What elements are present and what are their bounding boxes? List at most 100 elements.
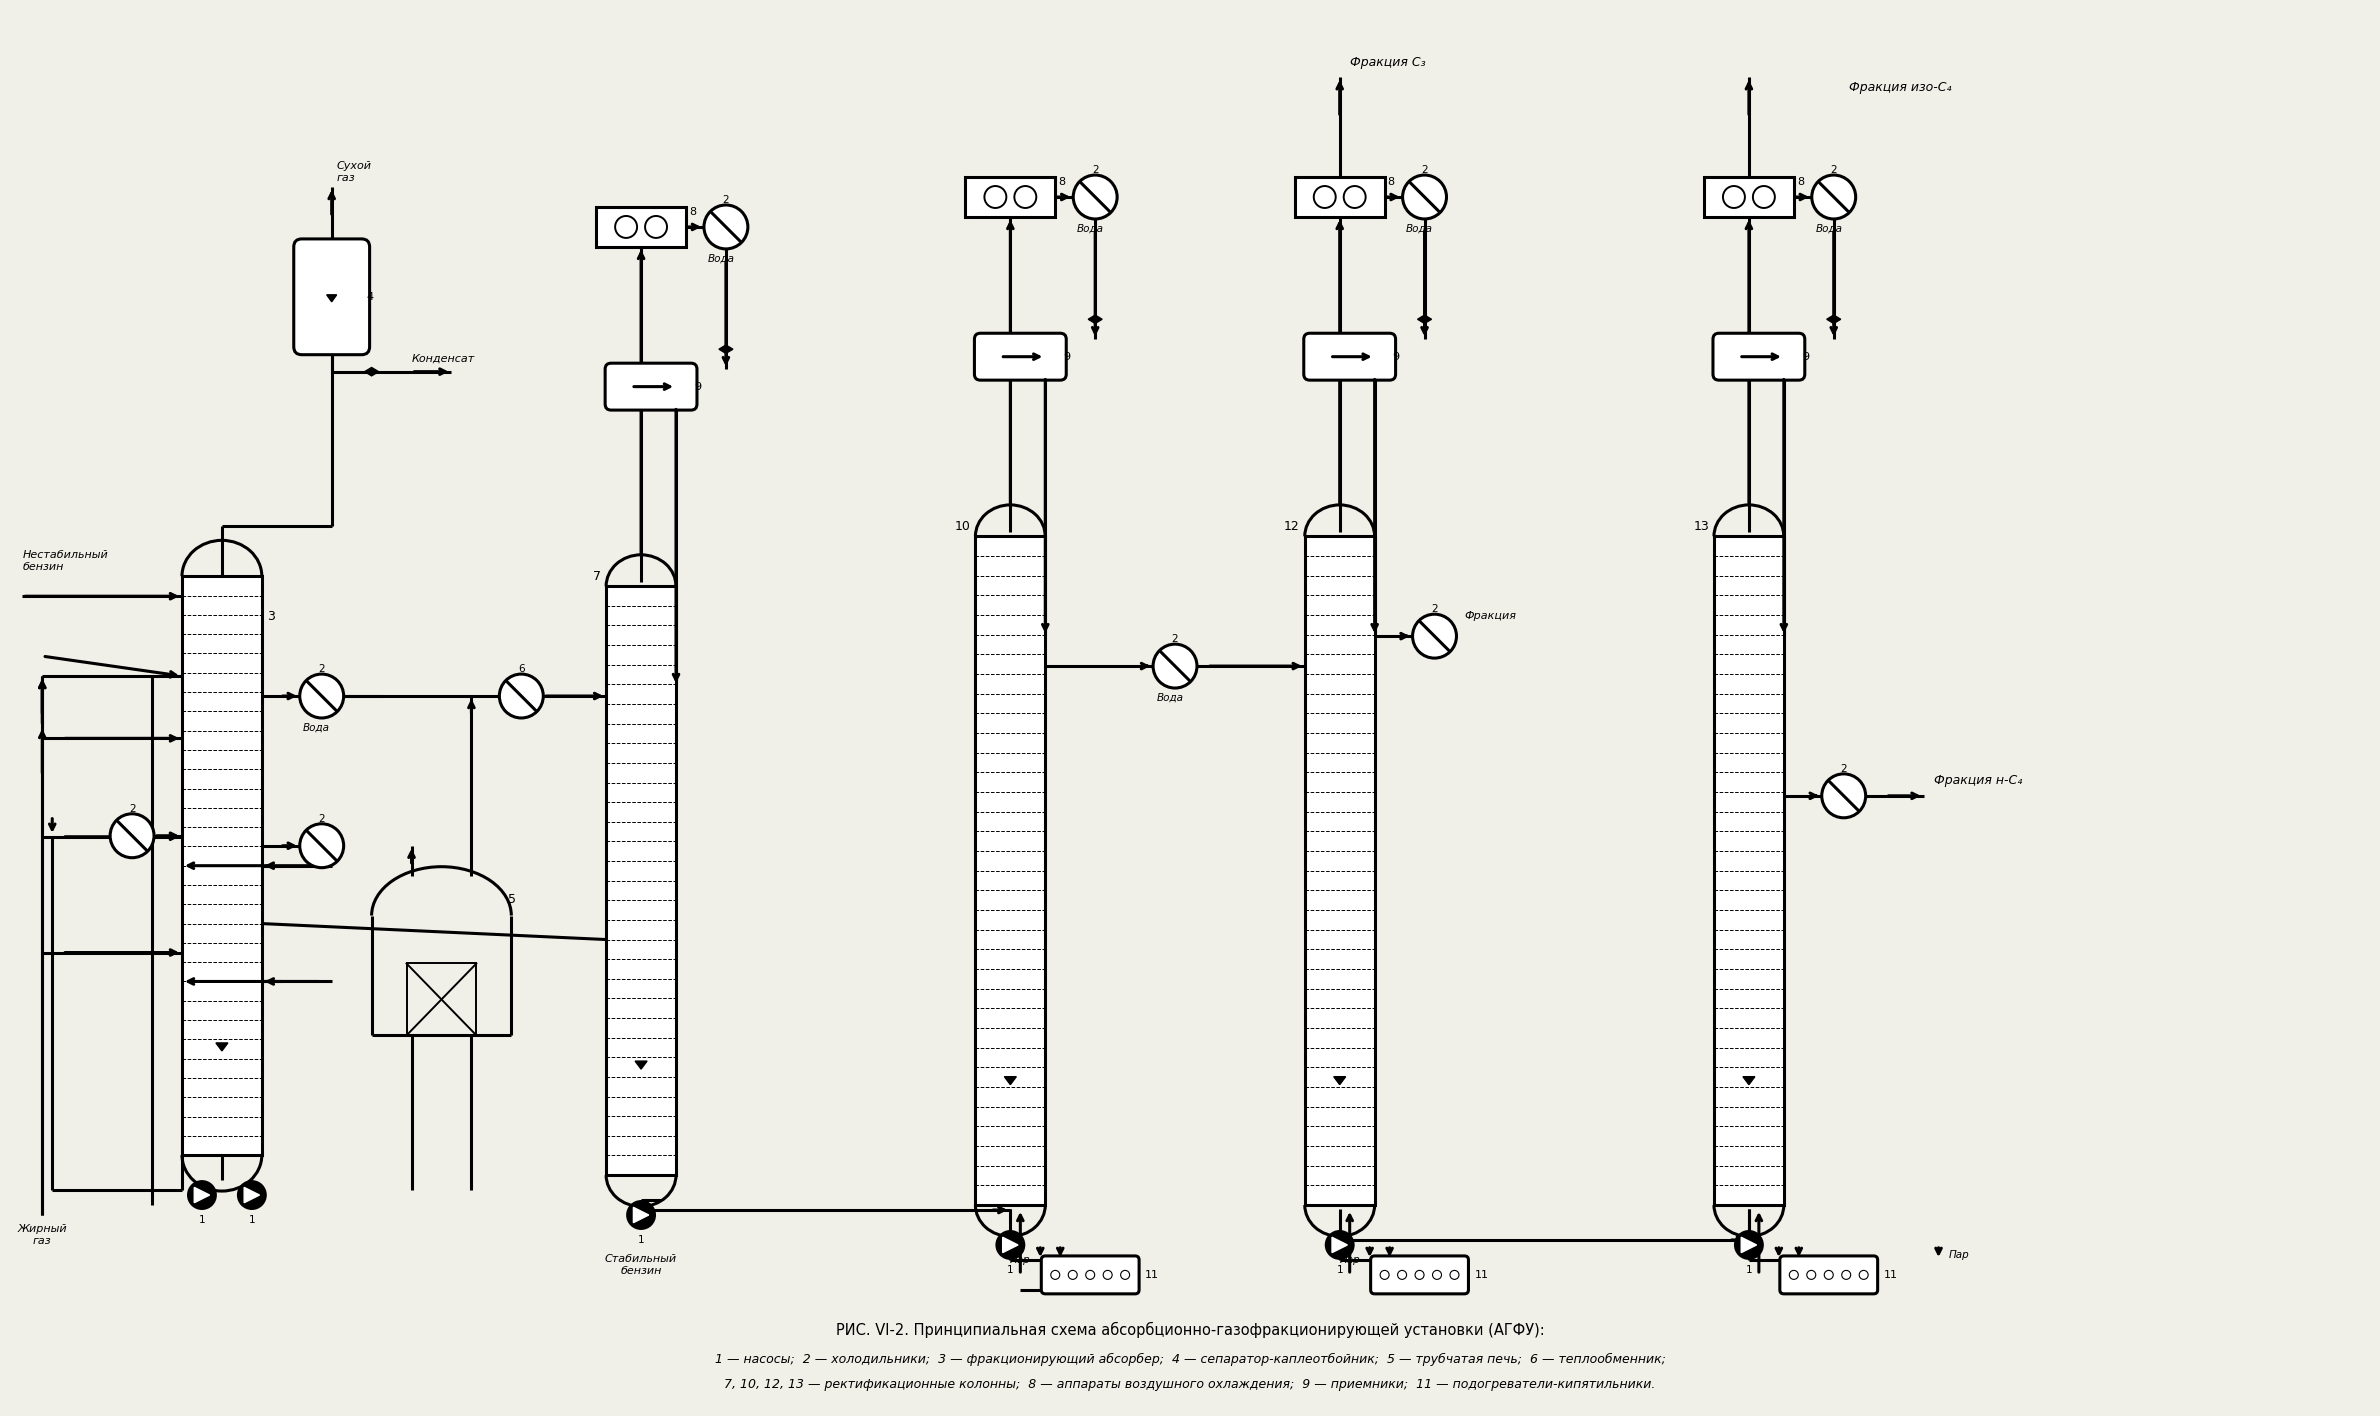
Text: Пар: Пар (1340, 1255, 1359, 1264)
Text: 9: 9 (695, 382, 702, 392)
Text: 7, 10, 12, 13 — ректификационные колонны;  8 — аппараты воздушного охлаждения;  : 7, 10, 12, 13 — ректификационные колонны… (724, 1378, 1656, 1391)
Text: 8: 8 (688, 207, 695, 217)
Polygon shape (217, 1044, 228, 1051)
Circle shape (1414, 615, 1457, 658)
FancyBboxPatch shape (1042, 1256, 1140, 1294)
Text: 2: 2 (319, 664, 326, 674)
Text: 2: 2 (1830, 166, 1837, 176)
Text: Вода: Вода (1076, 224, 1104, 234)
Circle shape (500, 674, 543, 718)
Text: 10: 10 (954, 520, 971, 532)
Text: 1: 1 (1745, 1264, 1752, 1274)
Bar (1714, 537, 1785, 1205)
Text: 1: 1 (638, 1235, 645, 1245)
Text: 2: 2 (319, 814, 326, 824)
Polygon shape (1333, 1076, 1345, 1085)
Text: 2: 2 (1840, 763, 1847, 775)
Text: Вода: Вода (1816, 224, 1842, 234)
Text: 2: 2 (129, 804, 136, 814)
Text: 8: 8 (1059, 177, 1066, 187)
FancyBboxPatch shape (973, 333, 1066, 379)
Text: 2: 2 (1171, 634, 1178, 644)
Circle shape (238, 1181, 267, 1209)
Polygon shape (245, 1188, 259, 1202)
Text: Фракция н-С₄: Фракция н-С₄ (1933, 775, 2021, 787)
Circle shape (109, 814, 155, 858)
Text: Вода: Вода (1407, 224, 1433, 234)
Text: Нестабильный
бензин: Нестабильный бензин (21, 551, 107, 572)
Polygon shape (1333, 1238, 1347, 1253)
Text: 12: 12 (1285, 520, 1299, 532)
Text: РИС. VI-2. Принципиальная схема абсорбционно-газофракционирующей установки (АГФУ: РИС. VI-2. Принципиальная схема абсорбци… (835, 1321, 1545, 1338)
Text: 7: 7 (593, 569, 602, 583)
Text: 11: 11 (1476, 1270, 1488, 1280)
Bar (976, 537, 1045, 1205)
Text: 11: 11 (1883, 1270, 1897, 1280)
Text: 1 — насосы;  2 — холодильники;  3 — фракционирующий абсорбер;  4 — сепаратор-кап: 1 — насосы; 2 — холодильники; 3 — фракци… (714, 1354, 1666, 1366)
FancyBboxPatch shape (1714, 333, 1804, 379)
Text: Пар: Пар (1009, 1255, 1031, 1264)
Text: 2: 2 (724, 195, 728, 205)
Text: Конденсат: Конденсат (412, 354, 474, 364)
Bar (607, 586, 676, 1175)
Text: 9: 9 (1064, 351, 1071, 361)
Text: Жирный
газ: Жирный газ (17, 1225, 67, 1246)
Text: 1: 1 (198, 1215, 205, 1225)
Text: Фракция изо-С₄: Фракция изо-С₄ (1849, 81, 1952, 93)
Text: Пар: Пар (1949, 1250, 1968, 1260)
Circle shape (1152, 644, 1197, 688)
Circle shape (188, 1181, 217, 1209)
FancyBboxPatch shape (293, 239, 369, 354)
FancyBboxPatch shape (1371, 1256, 1468, 1294)
Polygon shape (1828, 316, 1840, 323)
Polygon shape (326, 295, 336, 302)
Polygon shape (195, 1188, 209, 1202)
Circle shape (300, 824, 343, 868)
FancyBboxPatch shape (1780, 1256, 1878, 1294)
Text: 1: 1 (1007, 1264, 1014, 1274)
FancyBboxPatch shape (605, 362, 697, 411)
FancyBboxPatch shape (1304, 333, 1395, 379)
Text: 6: 6 (519, 664, 524, 674)
Polygon shape (1002, 1238, 1019, 1253)
Circle shape (1735, 1231, 1764, 1259)
Text: 9: 9 (1802, 351, 1809, 361)
Text: Сухой
газ: Сухой газ (336, 161, 371, 183)
Bar (181, 576, 262, 1155)
Text: 2: 2 (1421, 166, 1428, 176)
Text: Вода: Вода (707, 253, 735, 263)
Text: 5: 5 (509, 893, 516, 906)
Bar (1295, 177, 1385, 217)
Text: Фракция: Фракция (1464, 612, 1516, 622)
Text: Фракция С₃: Фракция С₃ (1349, 55, 1426, 69)
Circle shape (1326, 1231, 1354, 1259)
Text: 1: 1 (1338, 1264, 1342, 1274)
Text: 1: 1 (248, 1215, 255, 1225)
Polygon shape (719, 346, 733, 354)
Circle shape (1811, 176, 1856, 219)
Polygon shape (1742, 1238, 1756, 1253)
Text: Стабильный
бензин: Стабильный бензин (605, 1255, 678, 1276)
Text: 2: 2 (1430, 605, 1438, 615)
Circle shape (300, 674, 343, 718)
Polygon shape (635, 1061, 647, 1069)
Text: 8: 8 (1388, 177, 1395, 187)
Text: Вода: Вода (302, 724, 331, 733)
Circle shape (1402, 176, 1447, 219)
Text: 8: 8 (1797, 177, 1804, 187)
Polygon shape (1418, 316, 1430, 323)
Circle shape (997, 1231, 1023, 1259)
Bar (966, 177, 1054, 217)
Text: 13: 13 (1692, 520, 1709, 532)
Text: 9: 9 (1392, 351, 1399, 361)
Text: 2: 2 (1092, 166, 1100, 176)
Circle shape (704, 205, 747, 249)
Circle shape (626, 1201, 655, 1229)
Text: 4: 4 (367, 292, 374, 302)
Text: 3: 3 (267, 610, 274, 623)
Polygon shape (633, 1208, 650, 1222)
Bar (407, 963, 476, 1035)
Polygon shape (1742, 1076, 1754, 1085)
Bar (1304, 537, 1376, 1205)
Text: Вода: Вода (1157, 692, 1183, 702)
